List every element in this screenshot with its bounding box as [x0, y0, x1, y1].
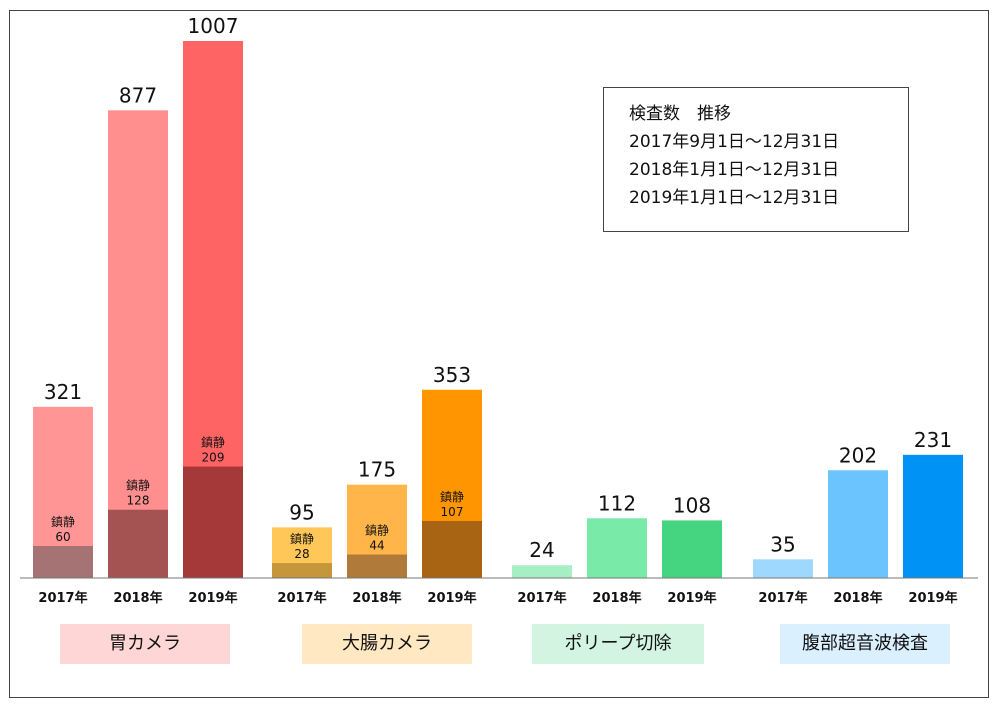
- value-label-polypectomy-2018: 112: [598, 491, 636, 515]
- sedation-value-gastroscopy-2019: 209: [202, 451, 225, 465]
- sedation-value-colonoscopy-2019: 107: [441, 505, 464, 519]
- group-label-polypectomy: ポリープ切除: [532, 624, 704, 664]
- sedation-label-colonoscopy-2019: 鎮静: [440, 489, 464, 504]
- value-label-polypectomy-2019: 108: [673, 493, 711, 517]
- x-tick-ultrasound-2018: 2018年: [833, 590, 882, 606]
- group-label-colonoscopy: 大腸カメラ: [302, 624, 472, 664]
- chart-frame: [9, 10, 989, 698]
- sedation-bar-colonoscopy-2018: [347, 554, 407, 578]
- sedation-label-gastroscopy-2019: 鎮静: [201, 435, 225, 450]
- info-period-2017: 2017年9月1日〜12月31日: [629, 132, 840, 152]
- bar-ultrasound-2017: [753, 559, 813, 578]
- bar-ultrasound-2019: [903, 454, 963, 578]
- sedation-value-colonoscopy-2017: 28: [294, 547, 309, 561]
- sedation-bar-gastroscopy-2018: [108, 509, 168, 578]
- sedation-bar-colonoscopy-2017: [272, 563, 332, 578]
- sedation-label-colonoscopy-2017: 鎮静: [290, 531, 314, 546]
- value-label-polypectomy-2017: 24: [529, 538, 554, 562]
- value-label-colonoscopy-2018: 175: [358, 458, 396, 482]
- sedation-value-gastroscopy-2017: 60: [55, 530, 70, 544]
- value-label-gastroscopy-2019: 1007: [188, 14, 239, 38]
- value-label-colonoscopy-2017: 95: [289, 500, 314, 524]
- legend-info-box: 検査数 推移 2017年9月1日〜12月31日 2018年1月1日〜12月31日…: [603, 87, 909, 232]
- sedation-bar-colonoscopy-2019: [422, 520, 482, 578]
- group-label-abdominal-ultrasound: 腹部超音波検査: [780, 624, 950, 664]
- sedation-label-colonoscopy-2018: 鎮静: [365, 523, 389, 538]
- bar-polypectomy-2019: [662, 520, 722, 578]
- value-label-ultrasound-2019: 231: [914, 428, 952, 452]
- x-tick-gastroscopy-2019: 2019年: [188, 590, 237, 606]
- value-label-ultrasound-2018: 202: [839, 443, 877, 467]
- value-label-gastroscopy-2017: 321: [44, 380, 82, 404]
- x-tick-polypectomy-2017: 2017年: [517, 590, 566, 606]
- bar-polypectomy-2017: [512, 565, 572, 578]
- sedation-label-gastroscopy-2017: 鎮静: [51, 514, 75, 529]
- x-tick-ultrasound-2017: 2017年: [758, 590, 807, 606]
- sedation-value-colonoscopy-2018: 44: [369, 539, 384, 553]
- sedation-bar-gastroscopy-2019: [183, 466, 243, 578]
- x-tick-colonoscopy-2018: 2018年: [352, 590, 401, 606]
- x-tick-colonoscopy-2017: 2017年: [277, 590, 326, 606]
- x-tick-colonoscopy-2019: 2019年: [427, 590, 476, 606]
- x-tick-polypectomy-2019: 2019年: [667, 590, 716, 606]
- bar-ultrasound-2018: [828, 470, 888, 578]
- bar-gastroscopy-2018: [108, 110, 168, 578]
- group-label-gastroscopy: 胃カメラ: [60, 624, 230, 664]
- x-tick-gastroscopy-2018: 2018年: [113, 590, 162, 606]
- bar-polypectomy-2018: [587, 518, 647, 578]
- info-period-2018: 2018年1月1日〜12月31日: [629, 160, 840, 180]
- value-label-gastroscopy-2018: 877: [119, 83, 157, 107]
- value-label-colonoscopy-2019: 353: [433, 363, 471, 387]
- info-title: 検査数 推移: [629, 104, 731, 124]
- sedation-bar-gastroscopy-2017: [33, 546, 93, 578]
- info-period-2019: 2019年1月1日〜12月31日: [629, 188, 840, 208]
- sedation-value-gastroscopy-2018: 128: [127, 494, 150, 508]
- x-tick-gastroscopy-2017: 2017年: [38, 590, 87, 606]
- x-tick-polypectomy-2018: 2018年: [592, 590, 641, 606]
- value-label-ultrasound-2017: 35: [770, 532, 795, 556]
- sedation-label-gastroscopy-2018: 鎮静: [126, 478, 150, 493]
- x-tick-ultrasound-2019: 2019年: [908, 590, 957, 606]
